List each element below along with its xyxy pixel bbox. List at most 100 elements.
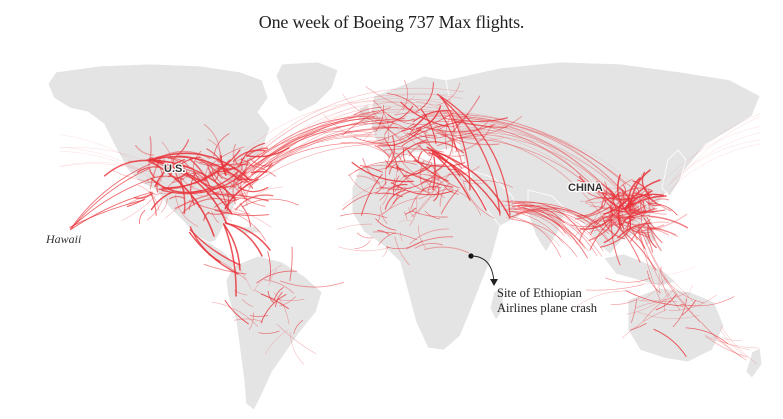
flight-route (577, 179, 607, 196)
flight-route (610, 207, 631, 213)
flight-route (273, 292, 290, 325)
flight-route (342, 178, 389, 207)
flight-route (430, 162, 460, 189)
flight-route (148, 136, 152, 167)
flight-route (640, 200, 644, 208)
flight-route (386, 153, 430, 163)
flight-route (457, 131, 605, 220)
flight-route (133, 192, 154, 200)
crash-label-line2: Airlines plane crash (497, 301, 598, 315)
flight-route (621, 309, 667, 339)
crash-leader-line (470, 255, 495, 283)
flight-route (631, 228, 651, 239)
flight-route (400, 231, 403, 242)
flight-route (385, 240, 423, 249)
flight-route (248, 312, 254, 331)
flight-route (378, 105, 414, 124)
label-us: U.S. (164, 163, 185, 175)
flight-route (637, 311, 700, 319)
flight-route (149, 168, 156, 178)
flight-route (425, 180, 445, 198)
flight-route (255, 108, 470, 166)
flight-route (420, 108, 437, 145)
flight-route (337, 223, 373, 230)
flight-route (212, 193, 269, 202)
flight-route (189, 158, 211, 188)
flight-route (264, 329, 289, 355)
flight-route (254, 136, 387, 175)
flight-route (411, 176, 440, 218)
flight-route (610, 216, 621, 266)
flight-route (604, 181, 608, 194)
flight-route (384, 189, 406, 210)
flight-route (252, 264, 282, 292)
flight-route (388, 163, 397, 175)
page-title: One week of Boeing 737 Max flights. (258, 12, 525, 32)
flight-route (69, 199, 145, 228)
flight-route (371, 126, 428, 133)
flight-route (418, 155, 437, 164)
flight-route (431, 120, 617, 216)
flight-route (410, 188, 425, 210)
flight-route (345, 115, 408, 138)
flight-route (436, 133, 479, 147)
flight-route (433, 187, 440, 202)
flight-route (619, 218, 646, 227)
flight-route (229, 158, 249, 190)
flight-route (511, 211, 565, 237)
flight-route (513, 208, 566, 225)
flight-route (704, 334, 748, 358)
flight-route (359, 164, 383, 173)
flight-route (256, 270, 298, 284)
flight-route (610, 297, 640, 305)
flight-route (148, 152, 251, 181)
flight-route (431, 152, 471, 201)
flight-route (138, 209, 146, 224)
flight-route (375, 218, 397, 231)
flight-route (70, 179, 149, 229)
flight-route (448, 120, 617, 217)
flight-route (249, 157, 274, 167)
flight-route (217, 172, 247, 200)
flight-route (720, 325, 758, 365)
flight-route (579, 218, 610, 230)
flight-route (436, 128, 463, 164)
flight-route (274, 291, 283, 307)
flight-route (253, 99, 452, 181)
flight-route (665, 266, 696, 276)
flight-route (598, 187, 628, 193)
flight-route (400, 114, 427, 132)
flight-route (632, 209, 666, 214)
flight-route (633, 280, 667, 285)
flight-route (218, 157, 255, 176)
flight-route (617, 204, 622, 227)
flight-route (208, 254, 247, 280)
flight-route (267, 251, 271, 281)
flight-route (617, 222, 651, 239)
flight-route (649, 227, 662, 252)
flight-route (418, 225, 427, 249)
flight-route (640, 230, 747, 361)
flight-route (279, 280, 345, 288)
flight-route (71, 159, 161, 228)
flight-route (234, 318, 264, 323)
flight-route (392, 177, 396, 192)
flight-route (505, 217, 561, 247)
flight-route (463, 179, 514, 188)
flight-route (148, 155, 241, 181)
flight-route (636, 301, 678, 309)
flight-route (179, 179, 186, 215)
flight-route (634, 212, 650, 217)
flight-route (289, 331, 305, 366)
flight-route (377, 230, 390, 235)
flight-route (146, 159, 215, 237)
flight-route (385, 160, 401, 171)
flight-route (509, 208, 589, 223)
flight-route (268, 268, 277, 287)
flight-route (416, 101, 463, 134)
label-china: CHINA (568, 182, 603, 194)
flight-route (241, 198, 299, 208)
flight-route (374, 145, 390, 159)
flight-route (636, 224, 665, 232)
flight-route (59, 147, 168, 172)
